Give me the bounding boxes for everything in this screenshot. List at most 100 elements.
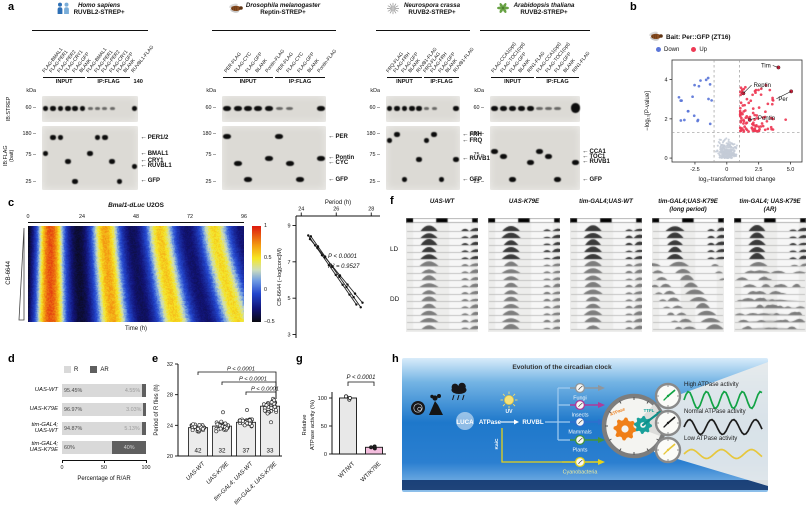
target-band xyxy=(275,134,284,140)
point-label-Per: Per xyxy=(778,97,787,103)
small-clock-icon-2 xyxy=(654,436,682,464)
legend-label-AR: AR xyxy=(100,366,109,373)
dose-point xyxy=(352,295,355,299)
leader-line xyxy=(743,84,752,94)
fly-point xyxy=(240,418,245,423)
strep-band xyxy=(57,106,64,111)
up-point xyxy=(739,101,743,105)
branch-label-Plants: Plants xyxy=(573,448,588,454)
down-point xyxy=(704,78,708,82)
e-category: UAS-K79E xyxy=(206,460,231,485)
humans-icon xyxy=(57,2,69,14)
ns-point xyxy=(716,144,719,147)
arrow-left-icon: ← xyxy=(140,133,147,141)
legend-swatch-R xyxy=(64,366,71,373)
up-point xyxy=(752,123,755,127)
down-point xyxy=(679,119,683,122)
fly-point xyxy=(219,419,224,424)
up-point xyxy=(770,102,774,106)
species-name: Homo sapiens xyxy=(77,2,121,9)
line xyxy=(667,389,676,397)
strep-band xyxy=(79,106,86,111)
n-label: 32 xyxy=(218,448,226,455)
strep-band-weak xyxy=(431,107,437,111)
down-point xyxy=(699,79,702,82)
up-point xyxy=(738,106,742,110)
text-label: 100 xyxy=(318,396,327,402)
panel-label-c: c xyxy=(8,197,15,209)
kda-60: 60 – xyxy=(205,105,217,111)
strep-band xyxy=(42,106,49,111)
target-band xyxy=(264,155,273,161)
down-point xyxy=(680,99,683,102)
text-label: 20 xyxy=(167,454,173,460)
ns-point xyxy=(726,157,729,160)
heatmap-xtick: 72 xyxy=(187,214,193,220)
fly-point xyxy=(247,418,252,423)
d-tick xyxy=(62,460,63,463)
up-point xyxy=(764,110,767,114)
dose-wedge-icon xyxy=(18,227,25,321)
target-arrow-row: ← RUVB1 xyxy=(582,158,610,166)
heatmap-top-axis xyxy=(28,222,244,224)
down-point xyxy=(708,122,712,126)
target-arrow-row: ← FRH xyxy=(462,131,482,138)
ns-point xyxy=(735,144,738,147)
d-xlabel: Percentage of R/AR xyxy=(77,476,131,482)
up-point xyxy=(759,93,763,97)
ns-point xyxy=(727,140,730,143)
x-tick: 5.0 xyxy=(787,167,795,173)
target-arrow-row: ← CCA1 xyxy=(582,148,606,155)
branch-label-Mammals: Mammals xyxy=(568,430,592,436)
kda-25: 25 – xyxy=(205,179,217,186)
up-point xyxy=(754,88,758,92)
significance-bracket xyxy=(221,381,277,399)
atpase-bar xyxy=(339,397,357,455)
line xyxy=(608,411,612,414)
fly-icon xyxy=(648,30,663,45)
header-rule xyxy=(212,30,336,32)
up-point xyxy=(747,101,751,105)
species-header: Neurospora crassa RUVB2-STREP+ xyxy=(353,2,493,16)
fly-point xyxy=(215,422,220,427)
actogram-title: tim-GAL4;UAS-K79E xyxy=(658,198,718,205)
down-point xyxy=(683,118,686,122)
ns-point xyxy=(732,147,735,150)
arrow-left-icon: ← xyxy=(462,175,469,183)
text-label: 5 xyxy=(287,296,290,302)
d-tick xyxy=(146,460,147,463)
mini-clock-icon-Cyanobacteria xyxy=(574,456,586,468)
r-value: 96.97% xyxy=(64,406,83,413)
up-point xyxy=(739,93,743,97)
strep-band xyxy=(527,106,534,111)
actogram-canvas xyxy=(406,218,478,332)
neurospora-icon xyxy=(386,2,399,15)
ib-flag-label: IB:FLAG (bait) xyxy=(3,139,16,173)
dose-point xyxy=(308,237,312,241)
up-point xyxy=(770,127,773,131)
up-point xyxy=(742,130,746,133)
target-band xyxy=(316,155,325,161)
arrow-left-icon: ← xyxy=(140,177,147,185)
up-point xyxy=(764,83,768,87)
target-band xyxy=(233,160,242,166)
target-label: RUVB1 xyxy=(589,159,610,166)
up-point xyxy=(740,116,743,120)
strep-band-weak xyxy=(285,107,294,111)
target-band xyxy=(527,159,534,165)
line xyxy=(578,439,581,443)
flag-blot xyxy=(42,126,139,190)
ib-strep-label: IB:STREP xyxy=(6,96,13,122)
arrow-left-icon: ← xyxy=(582,158,589,166)
arrow-left-icon: ← xyxy=(462,155,469,163)
activity-wave xyxy=(683,418,763,436)
up-point xyxy=(757,88,760,92)
panel-b-volcano: Bait: Per::GFP (ZT16) Down Up Tim Reptin P… xyxy=(626,0,811,196)
panel-label-g: g xyxy=(296,353,303,365)
strep-band xyxy=(65,106,71,111)
mini-clock-icon-Mammals xyxy=(574,416,586,428)
r-value: 94.87% xyxy=(64,425,83,432)
e-category: tim-GAL4; UAS-K79E xyxy=(233,460,279,506)
bar-r xyxy=(62,422,146,435)
